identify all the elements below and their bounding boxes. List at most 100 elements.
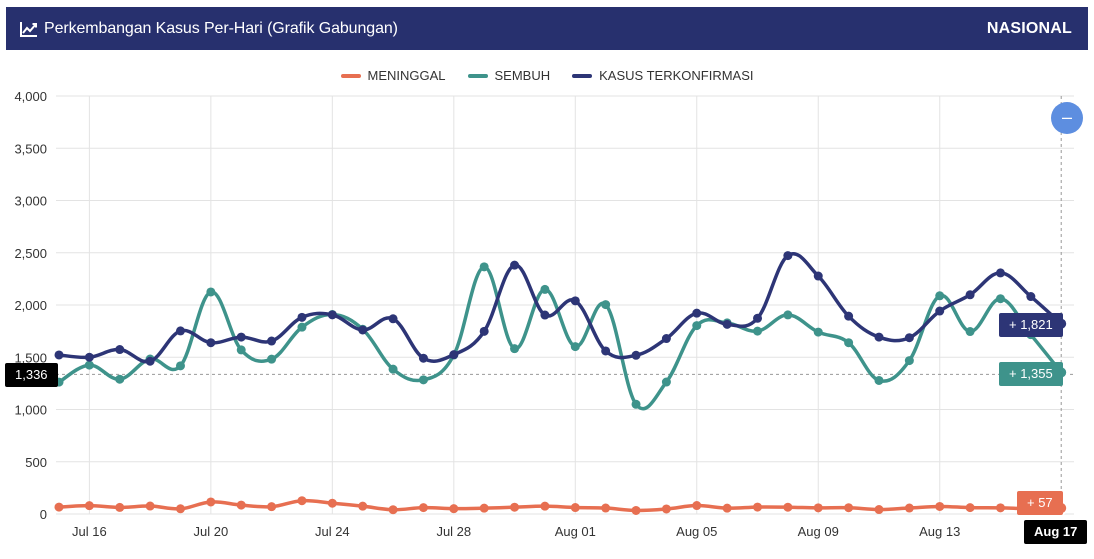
data-point xyxy=(783,251,793,261)
data-point xyxy=(54,502,64,512)
legend-item-meninggal[interactable]: MENINGGAL xyxy=(340,68,446,83)
data-point xyxy=(874,375,884,385)
chart-legend: MENINGGAL SEMBUH KASUS TERKONFIRMASI xyxy=(0,68,1094,83)
data-point xyxy=(661,334,671,344)
tooltip-deaths: + 57 xyxy=(1017,491,1063,515)
y-tick-label: 1,500 xyxy=(14,350,47,365)
minus-icon: – xyxy=(1061,107,1072,127)
data-point xyxy=(297,312,307,322)
data-point xyxy=(844,338,854,348)
legend-swatch-terkonfirmasi xyxy=(572,73,593,78)
y-tick-label: 3,000 xyxy=(14,194,47,209)
data-point xyxy=(145,501,155,511)
data-point xyxy=(813,503,823,513)
legend-item-terkonfirmasi[interactable]: KASUS TERKONFIRMASI xyxy=(572,68,753,83)
data-point xyxy=(753,326,763,336)
data-point xyxy=(115,345,125,355)
data-point xyxy=(570,296,580,306)
data-point xyxy=(236,345,246,355)
data-point xyxy=(631,505,641,515)
data-point xyxy=(449,504,459,514)
legend-item-sembuh[interactable]: SEMBUH xyxy=(467,68,551,83)
line-chart-icon xyxy=(20,21,38,37)
data-point xyxy=(753,502,763,512)
data-point xyxy=(904,356,914,366)
series-line-2 xyxy=(58,252,1063,364)
data-point xyxy=(327,310,337,320)
data-point xyxy=(84,360,94,370)
data-point xyxy=(995,268,1005,278)
data-point xyxy=(904,333,914,343)
data-point xyxy=(297,322,307,332)
data-point xyxy=(601,300,611,310)
data-point xyxy=(236,332,246,342)
legend-label-terkonfirmasi: KASUS TERKONFIRMASI xyxy=(599,68,754,83)
zoom-out-button[interactable]: – xyxy=(1051,102,1083,134)
data-point xyxy=(783,310,793,320)
series-line-1 xyxy=(58,265,1063,411)
data-point xyxy=(479,326,489,336)
data-point xyxy=(479,262,489,272)
data-point xyxy=(206,287,216,297)
data-point xyxy=(661,504,671,514)
data-point xyxy=(692,308,702,318)
y-tick-label: 0 xyxy=(40,507,47,522)
data-point xyxy=(540,310,550,320)
x-tick-label: Aug 09 xyxy=(798,524,839,539)
tooltip-recovered: + 1,355 xyxy=(999,362,1063,386)
y-tick-label: 4,000 xyxy=(14,89,47,104)
series-line-0 xyxy=(58,498,1062,513)
data-point xyxy=(753,313,763,323)
data-point xyxy=(631,399,641,409)
data-point xyxy=(510,344,520,354)
data-point xyxy=(297,496,307,506)
data-point xyxy=(631,350,641,360)
data-point xyxy=(722,503,732,513)
tooltip-confirmed: + 1,821 xyxy=(999,313,1063,337)
data-point xyxy=(510,260,520,270)
legend-swatch-sembuh xyxy=(467,73,488,78)
data-point xyxy=(813,327,823,337)
data-point xyxy=(418,503,428,513)
data-point xyxy=(844,503,854,513)
data-point xyxy=(965,290,975,300)
data-point xyxy=(1026,292,1036,302)
data-point xyxy=(267,354,277,364)
y-tick-label: 2,500 xyxy=(14,246,47,261)
legend-label-sembuh: SEMBUH xyxy=(494,68,551,83)
x-tick-label: Aug 13 xyxy=(919,524,960,539)
data-point xyxy=(358,501,368,511)
data-point xyxy=(358,325,368,335)
crosshair-x-label: Aug 17 xyxy=(1024,520,1088,544)
data-point xyxy=(570,342,580,352)
x-tick-label: Aug 05 xyxy=(676,524,717,539)
data-point xyxy=(540,284,550,294)
y-tick-label: 1,000 xyxy=(14,403,47,418)
x-tick-label: Jul 28 xyxy=(436,524,471,539)
data-point xyxy=(206,338,216,348)
data-point xyxy=(813,271,823,281)
header-left: Perkembangan Kasus Per-Hari (Grafik Gabu… xyxy=(20,20,398,38)
legend-label-meninggal: MENINGGAL xyxy=(367,68,446,83)
data-point xyxy=(388,505,398,515)
data-point xyxy=(874,332,884,342)
scope-label: NASIONAL xyxy=(986,19,1072,37)
x-tick-label: Aug 01 xyxy=(555,524,596,539)
data-point xyxy=(236,500,246,510)
data-point xyxy=(904,503,914,513)
data-point xyxy=(206,497,216,507)
data-point xyxy=(115,374,125,384)
data-point xyxy=(965,503,975,513)
data-point xyxy=(844,311,854,321)
data-point xyxy=(722,319,732,329)
data-point xyxy=(692,501,702,511)
data-point xyxy=(84,352,94,362)
data-point xyxy=(388,314,398,324)
data-point xyxy=(510,502,520,512)
chart-header: Perkembangan Kasus Per-Hari (Grafik Gabu… xyxy=(6,7,1088,50)
data-point xyxy=(692,321,702,331)
y-tick-label: 2,000 xyxy=(14,298,47,313)
data-point xyxy=(935,306,945,316)
data-point xyxy=(449,350,459,360)
